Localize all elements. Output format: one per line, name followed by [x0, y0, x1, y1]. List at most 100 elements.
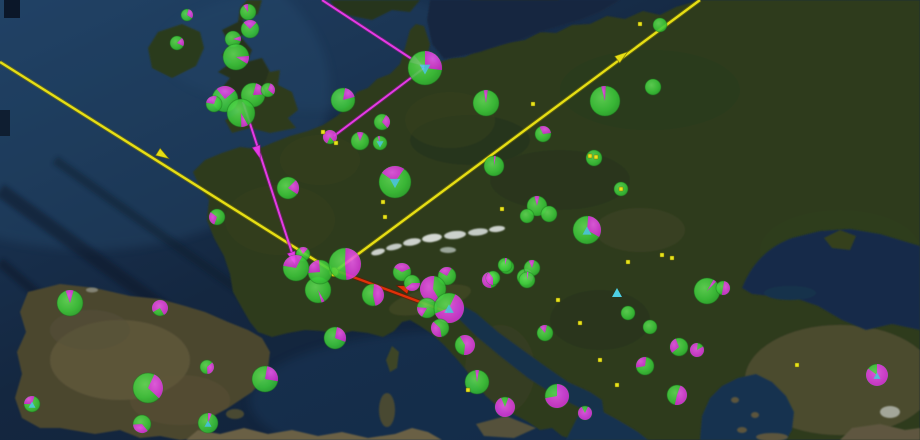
station-pie-marker[interactable]	[403, 274, 421, 292]
station-pie-marker[interactable]	[132, 414, 152, 434]
station-pie-marker[interactable]	[224, 30, 242, 48]
route-route_yellow[interactable]	[332, 0, 702, 274]
station-pie-marker[interactable]	[540, 205, 558, 223]
station-pie-marker[interactable]	[350, 131, 370, 151]
pie-green-share	[620, 305, 636, 321]
station-pie-marker[interactable]	[378, 165, 412, 199]
station-pie-marker[interactable]	[205, 95, 223, 113]
station-pie-marker[interactable]	[56, 289, 84, 317]
sea-overlay-layer	[427, 0, 920, 440]
route-route_magenta[interactable]	[332, 66, 426, 138]
station-pie-marker[interactable]	[132, 372, 164, 404]
station-pie-marker[interactable]	[240, 19, 260, 39]
waypoint-dot-marker[interactable]	[614, 382, 620, 388]
station-pie-marker[interactable]	[239, 3, 257, 21]
station-pie-marker[interactable]	[494, 396, 516, 418]
station-pie-marker[interactable]	[251, 365, 279, 393]
pie-magenta-share	[233, 36, 242, 42]
station-pie-marker[interactable]	[373, 113, 391, 131]
route-route_magenta[interactable]	[241, 101, 299, 266]
waypoint-dot-marker[interactable]	[597, 357, 603, 363]
waypoint-dot-marker[interactable]	[320, 129, 326, 135]
station-pie-marker[interactable]	[23, 395, 41, 413]
station-pie-marker[interactable]	[430, 318, 450, 338]
station-pie-marker[interactable]	[407, 50, 443, 86]
station-pie-marker[interactable]	[620, 305, 636, 321]
station-pie-marker[interactable]	[222, 43, 250, 71]
station-pie-marker[interactable]	[197, 412, 219, 434]
station-pie-marker[interactable]	[361, 283, 385, 307]
station-pie-marker[interactable]	[589, 85, 621, 117]
station-pie-marker[interactable]	[328, 247, 362, 281]
station-pie-marker[interactable]	[276, 176, 300, 200]
station-pie-marker[interactable]	[577, 405, 593, 421]
station-pie-marker[interactable]	[497, 257, 513, 273]
station-pie-marker[interactable]	[208, 208, 226, 226]
station-pie-marker[interactable]	[715, 280, 731, 296]
station-pie-marker[interactable]	[180, 8, 194, 22]
waypoint-dot-marker[interactable]	[593, 154, 599, 160]
direction-triangle-marker[interactable]	[612, 288, 622, 297]
station-pie-marker[interactable]	[544, 383, 570, 409]
station-pie-marker[interactable]	[226, 98, 256, 128]
station-pie-marker[interactable]	[151, 299, 169, 317]
station-pie-marker[interactable]	[454, 334, 476, 356]
station-pie-marker[interactable]	[518, 271, 536, 289]
station-pie-marker[interactable]	[666, 384, 688, 406]
station-pie-marker[interactable]	[282, 254, 310, 282]
station-pie-marker[interactable]	[536, 324, 554, 342]
station-pie-marker[interactable]	[689, 342, 705, 358]
station-pie-marker[interactable]	[307, 259, 333, 285]
station-pie-marker[interactable]	[472, 89, 500, 117]
waypoint-dot-marker[interactable]	[499, 206, 505, 212]
station-pie-marker[interactable]	[635, 356, 655, 376]
station-pie-marker[interactable]	[323, 326, 347, 350]
waypoint-dot-marker[interactable]	[618, 186, 624, 192]
waypoint-dot-marker[interactable]	[555, 297, 561, 303]
station-pie-marker[interactable]	[669, 337, 689, 357]
waypoint-dot-marker[interactable]	[380, 199, 386, 205]
station-pie-marker[interactable]	[416, 297, 438, 319]
station-pie-marker[interactable]	[865, 363, 889, 387]
waypoint-dot-marker[interactable]	[465, 387, 471, 393]
station-pie-marker[interactable]	[693, 277, 721, 305]
station-pie-marker[interactable]	[199, 359, 215, 375]
station-pie-marker[interactable]	[169, 35, 185, 51]
waypoint-dot-marker[interactable]	[669, 255, 675, 261]
station-pie-marker[interactable]	[483, 155, 505, 177]
station-pie-marker[interactable]	[392, 262, 412, 282]
station-pie-marker[interactable]	[523, 259, 541, 277]
station-pie-marker[interactable]	[485, 270, 501, 286]
waypoint-dot-marker[interactable]	[637, 21, 643, 27]
waypoint-dot-marker[interactable]	[587, 153, 593, 159]
waypoint-dot-marker[interactable]	[577, 320, 583, 326]
route-route_yellow[interactable]	[0, 60, 336, 274]
station-pie-marker[interactable]	[644, 78, 662, 96]
station-pie-marker[interactable]	[372, 135, 388, 151]
station-pie-marker[interactable]	[260, 82, 276, 98]
pie-magenta-share	[394, 263, 411, 272]
waypoint-dot-marker[interactable]	[794, 362, 800, 368]
pie-magenta-share	[343, 88, 355, 100]
route-line	[321, 0, 425, 68]
pie-magenta-share	[241, 113, 248, 127]
station-pie-marker[interactable]	[519, 208, 535, 224]
waypoint-dots-layer	[320, 21, 800, 393]
waypoint-dot-marker[interactable]	[382, 214, 388, 220]
station-pie-marker[interactable]	[464, 369, 490, 395]
waypoint-dot-marker[interactable]	[659, 252, 665, 258]
station-pie-marker[interactable]	[642, 319, 658, 335]
station-pie-marker[interactable]	[433, 292, 465, 324]
station-pie-marker[interactable]	[304, 276, 332, 304]
waypoint-dot-marker[interactable]	[530, 101, 536, 107]
station-pie-marker[interactable]	[419, 275, 447, 303]
station-pie-marker[interactable]	[322, 129, 338, 145]
station-pie-marker[interactable]	[330, 87, 356, 113]
waypoint-dot-marker[interactable]	[333, 140, 339, 146]
pie-green-share	[642, 319, 658, 335]
station-pie-marker[interactable]	[572, 215, 602, 245]
waypoint-dot-marker[interactable]	[625, 259, 631, 265]
station-pie-marker[interactable]	[652, 17, 668, 33]
pie-magenta-share	[416, 307, 427, 317]
station-pie-marker[interactable]	[534, 125, 552, 143]
